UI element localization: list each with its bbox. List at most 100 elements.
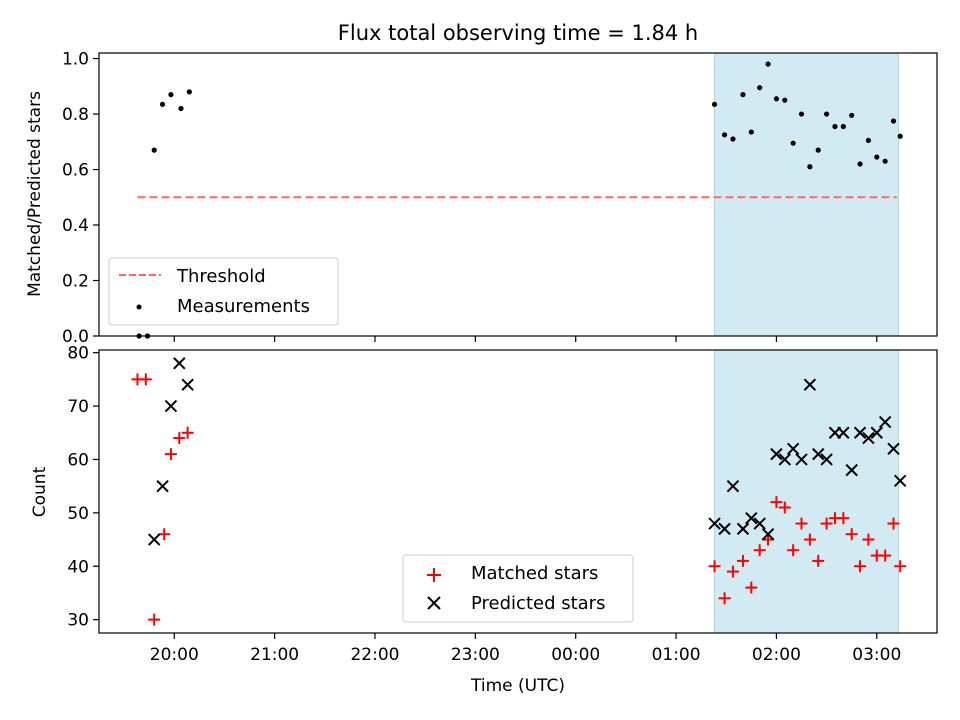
predicted-star-point [837,426,850,439]
predicted-star-point [893,474,907,488]
measurement-point [757,85,763,91]
x-tick-label: 23:00 [451,645,500,665]
bottom-legend: Matched stars Predicted stars [402,554,634,623]
measurement-point [874,154,880,160]
measurement-point [765,61,771,67]
predicted-star-point [887,442,900,455]
x-tick-label: 01:00 [652,645,701,665]
predicted-star-point [173,357,186,370]
top-y-tick-label: 1.0 [62,50,89,70]
matched-star-point [820,517,833,530]
measurement-point [807,164,813,170]
top-y-tick-label: 0.4 [62,216,89,236]
matched-star-point [718,592,731,605]
measurement-point [897,133,903,139]
chart-title: Flux total observing time = 1.84 h [338,21,698,45]
x-tick-label: 03:00 [852,645,901,665]
bottom-y-ticks: 30 40 50 60 70 80 [67,344,99,631]
matched-star-point [887,517,900,530]
count-points-layer [131,357,907,626]
top-x-ticks [173,336,878,342]
bottom-shaded-span [714,349,900,634]
matched-star-point [708,560,721,573]
top-legend-box [108,257,339,326]
top-shaded-region [714,52,900,337]
predicted-star-point [718,522,731,536]
top-y-tick-label: 0.0 [62,327,89,347]
bottom-shaded-region [714,349,900,634]
predicted-star-point [770,447,783,461]
measurement-point [815,147,821,153]
top-axes-frame [98,52,938,337]
measurement-point [840,123,846,130]
matched-star-point [745,581,758,594]
matched-star-point [770,496,783,509]
bottom-y-tick-label: 60 [67,450,89,470]
matched-star-point [894,560,907,573]
bottom-y-tick-label: 70 [67,397,89,417]
x-tick-label: 00:00 [551,645,600,665]
matched-star-point [139,373,152,386]
predicted-star-point [853,426,867,439]
matched-star-point [803,533,816,546]
x-tick-label: 22:00 [350,645,399,665]
measurement-point [890,118,897,124]
legend-threshold-label: Threshold [176,266,266,287]
matched-star-point [726,565,739,578]
measurement-point [865,137,872,143]
predicted-star-point [795,453,808,466]
top-legend: Threshold Measurements [108,257,339,326]
matched-star-point [753,544,766,557]
predicted-star-point [708,517,721,530]
measurement-point [151,147,157,153]
top-y-tick-label: 0.6 [62,161,89,181]
bottom-axes-frame [98,349,938,634]
top-y-tick-label: 0.2 [62,272,89,292]
top-shaded-span [714,52,900,337]
matched-star-point [181,426,194,439]
measurement-point [798,111,805,117]
matched-star-point [787,544,800,557]
measurement-point [790,140,796,146]
predicted-star-point [820,453,833,466]
predicted-star-point [164,399,178,413]
predicted-star-point [845,463,858,477]
measurement-point [178,105,184,112]
bottom-x-ticks: 20:00 21:00 22:00 23:00 00:00 01:00 02:00 03:00 [150,633,901,665]
predicted-star-point [745,511,758,525]
matched-star-point [795,517,808,530]
legend-predicted-swatch [427,596,441,610]
matched-star-point [854,560,867,573]
measurement-point [849,112,855,119]
x-tick-label: 02:00 [752,645,801,665]
matched-star-point [812,554,825,567]
measurement-point [882,158,888,164]
predicted-star-point [736,522,750,536]
measurement-point [740,92,746,98]
predicted-star-point [753,517,766,530]
matched-star-point [845,528,858,541]
bottom-legend-box [402,554,634,623]
predicted-star-point [156,479,169,493]
x-axis-label: Time (UTC) [470,676,565,696]
measurement-point [773,96,780,102]
predicted-star-point [878,415,892,429]
matched-star-point [148,613,161,626]
measurement-point [159,101,166,107]
matched-star-point [173,432,186,445]
legend-matched-label: Matched stars [471,563,598,584]
predicted-star-point [812,447,825,461]
measurement-point [824,111,830,117]
bottom-y-tick-label: 50 [67,504,89,524]
predicted-star-point [147,533,161,546]
measurement-point [832,123,838,130]
predicted-star-point [803,378,817,391]
predicted-star-point [761,528,775,541]
matched-star-point [164,448,177,461]
measurement-point [748,129,754,135]
matched-star-point [736,554,749,567]
measurement-point [186,89,192,95]
bottom-y-tick-label: 80 [67,344,89,364]
predicted-star-point [862,431,875,445]
legend-matched-swatch [427,568,441,582]
